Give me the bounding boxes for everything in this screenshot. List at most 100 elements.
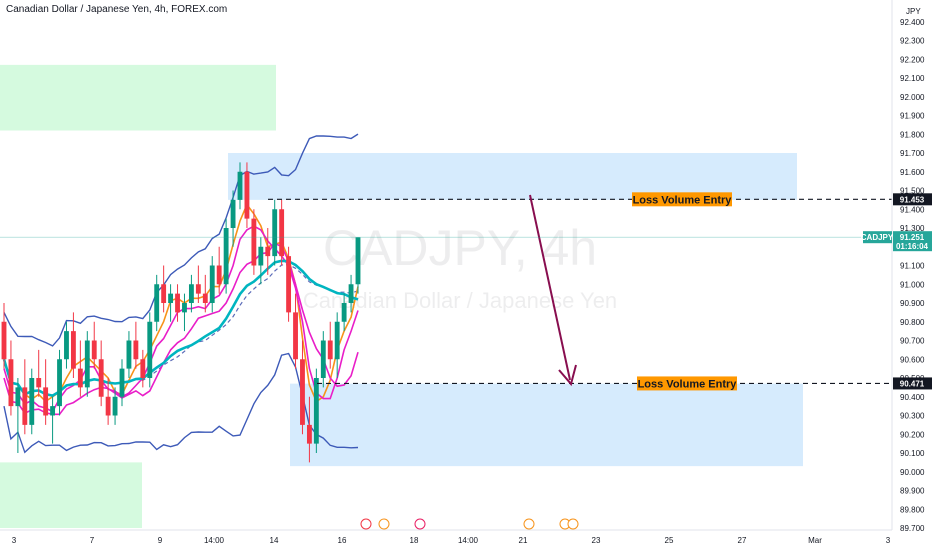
price-tick-label: 90.100 [900, 449, 925, 458]
price-tick-label: 90.300 [900, 412, 925, 421]
candles-layer [1, 162, 361, 463]
baseline-moving-average [2, 259, 359, 397]
time-axis[interactable]: 3 7 9 14:00 14 16 18 14:00 21 23 25 27 Mar 3 [12, 536, 891, 545]
canada-flag-icon[interactable] [360, 518, 372, 530]
candle-body [286, 256, 292, 313]
price-tick-label: 89.900 [900, 487, 925, 496]
candle-body [70, 331, 76, 369]
candle-body [293, 312, 298, 360]
candle-body [265, 246, 271, 257]
time-tick-label: 14:00 [204, 536, 225, 545]
price-level-value: 90.471 [900, 379, 925, 388]
candle-body [119, 368, 125, 397]
chart-header-title: Canadian Dollar / Japanese Yen, 4h, FORE… [6, 4, 228, 15]
candle-body [230, 199, 236, 228]
candle-body [188, 284, 194, 303]
candle-body [112, 396, 118, 416]
price-tick-label: 90.400 [900, 393, 925, 402]
candle-body [161, 284, 167, 303]
candle-body [216, 265, 222, 285]
bollinger-upper-band [3, 133, 359, 347]
candle-body [168, 293, 174, 303]
price-level-tag [893, 193, 932, 206]
arrowhead-icon [558, 364, 577, 387]
candle-body [36, 378, 42, 388]
candle-body [91, 340, 97, 360]
candle-body [327, 340, 333, 360]
time-tick-label: 14 [270, 536, 279, 545]
candle-body [182, 303, 187, 313]
annotation-box [632, 192, 732, 207]
time-tick-label: 16 [338, 536, 347, 545]
candle-body [8, 359, 14, 407]
candle-body [84, 340, 90, 388]
price-tick-label: 91.100 [900, 262, 925, 271]
candle-body [154, 284, 160, 322]
price-tick-label: 92.400 [900, 18, 925, 27]
price-tick-label: 92.300 [900, 37, 925, 46]
candle-body [244, 171, 250, 219]
price-axis[interactable]: 89.700 89.800 89.900 90.000 90.100 90.200 90.3… [900, 18, 925, 533]
price-tick-label: 90.200 [900, 430, 925, 439]
time-tick-label: 3 [886, 536, 891, 545]
candle-body [313, 378, 319, 444]
candle-body [272, 209, 278, 257]
candle-body [147, 321, 153, 378]
down-arrow-icon [529, 194, 571, 381]
price-tick-label: 91.000 [900, 280, 925, 289]
demand-zone [290, 383, 803, 467]
candle-body [50, 406, 56, 416]
candle-body [320, 340, 326, 378]
candle-body [341, 303, 347, 322]
price-level-value: 91.453 [900, 195, 925, 204]
annotation-box [637, 376, 737, 391]
candle-body [105, 396, 111, 416]
price-tick-label: 89.700 [900, 524, 925, 533]
time-tick-label: Mar [808, 536, 822, 545]
candle-body [133, 340, 139, 360]
candle-body [202, 293, 208, 303]
candle-body [22, 387, 28, 425]
last-price-value: 91.251 [900, 233, 925, 242]
watermark-symbol: CADJPY, 4h [323, 220, 597, 276]
candle-body [175, 293, 180, 313]
bollinger-lower-band [3, 352, 359, 454]
indicator-layer [2, 133, 359, 454]
time-tick-label: 14:00 [458, 536, 479, 545]
time-tick-label: 25 [665, 536, 674, 545]
last-price-tag [893, 231, 932, 252]
supply-zone [228, 153, 797, 200]
event-marker-icon[interactable] [378, 518, 390, 530]
candle-body [279, 209, 285, 257]
event-markers[interactable] [360, 518, 579, 530]
highlight-zone [0, 64, 276, 131]
price-axis-unit-label: JPY [906, 7, 921, 16]
zone-layer [0, 64, 803, 528]
price-level-tag [893, 377, 932, 390]
candle-body [1, 321, 7, 360]
time-tick-label: 3 [12, 536, 17, 545]
candle-body [195, 284, 201, 294]
price-tick-label: 91.300 [900, 224, 925, 233]
price-tick-label: 91.500 [900, 187, 925, 196]
candle-body [77, 368, 83, 388]
bar-countdown: 01:16:04 [896, 242, 929, 251]
candle-body [15, 387, 21, 407]
price-tick-label: 90.900 [900, 299, 925, 308]
price-tick-label: 91.400 [900, 205, 925, 214]
time-tick-label: 21 [519, 536, 528, 545]
event-marker-icon[interactable] [414, 518, 426, 530]
candle-body [64, 331, 69, 360]
annotation-text: Loss Volume Entry [638, 378, 738, 390]
annotation-text: Loss Volume Entry [633, 194, 733, 206]
price-tick-label: 92.100 [900, 74, 925, 83]
price-tick-label: 90.800 [900, 318, 925, 327]
event-marker-icon[interactable] [567, 518, 579, 530]
candle-body [348, 284, 354, 303]
price-tick-label: 90.700 [900, 337, 925, 346]
price-tick-label: 89.800 [900, 505, 925, 514]
event-marker-icon[interactable] [523, 518, 535, 530]
time-tick-label: 27 [738, 536, 747, 545]
